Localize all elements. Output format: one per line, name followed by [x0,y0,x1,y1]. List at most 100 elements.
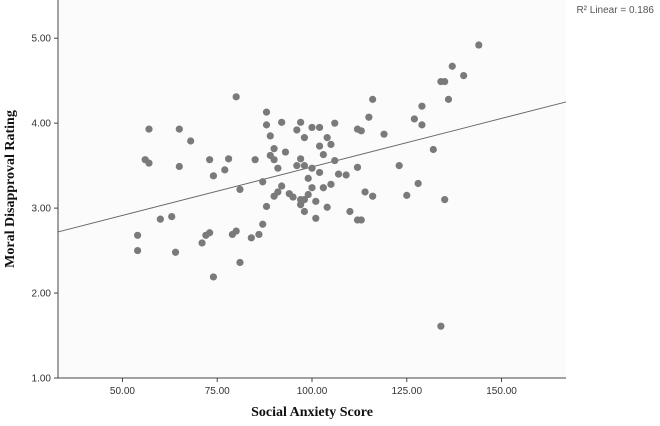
x-tick-label: 150.00 [486,386,517,397]
data-point [206,156,214,164]
data-point [300,134,309,142]
x-tick-label: 100.00 [297,386,328,397]
data-point [357,216,365,224]
data-point [414,179,422,188]
data-point [357,127,365,135]
points-layer [134,41,483,330]
data-point [300,162,309,170]
data-point [403,191,411,199]
data-point [418,102,426,110]
data-point [297,155,305,163]
data-point [221,166,229,174]
data-point [236,185,244,194]
y-axis-title: Moral Disapproval Rating [3,110,18,268]
data-point [175,125,183,133]
data-point [441,196,449,204]
data-point [380,130,388,138]
data-point [171,248,180,256]
x-axis-title: Social Anxiety Score [251,405,373,420]
data-point [429,145,437,154]
data-point [262,121,271,129]
x-tick-label: 125.00 [391,386,422,397]
data-point [460,72,468,80]
data-point [278,182,286,190]
data-point [327,140,335,149]
data-point [300,207,309,216]
data-point [331,156,339,165]
r-squared-annotation: R² Linear = 0.186 [576,5,654,16]
data-point [308,184,316,192]
data-point [304,190,312,199]
y-tick-label: 5.00 [32,34,52,45]
axis-ticks [54,37,503,382]
data-point [297,118,305,126]
data-point [418,121,426,129]
data-point [232,93,240,101]
data-point [145,159,153,167]
data-point [134,231,142,239]
y-tick-label: 4.00 [32,119,52,130]
data-point [353,163,362,171]
y-tick-labels: 1.00 2.00 3.00 4.00 5.00 [32,34,52,385]
data-point [262,202,271,211]
data-point [315,168,324,177]
data-point [145,125,153,133]
data-point [369,95,377,103]
data-point [232,227,240,235]
data-point [293,162,301,170]
data-point [312,197,320,205]
data-point [327,180,335,188]
data-point [319,150,327,159]
data-point [297,201,305,209]
data-point [475,41,483,49]
data-point [134,246,142,255]
data-point [293,126,301,134]
data-point [308,164,316,172]
data-point [300,196,309,204]
data-point [175,162,183,171]
data-point [444,95,453,103]
data-point [281,148,290,156]
data-point [278,118,286,126]
data-point [312,214,320,222]
data-point [308,123,316,132]
data-point [187,137,195,145]
data-point [236,258,244,267]
data-point [259,220,267,228]
data-point [247,234,255,242]
y-tick-label: 3.00 [32,204,52,215]
data-point [168,213,176,221]
data-point [266,132,274,140]
data-point [251,156,259,164]
data-point [270,156,278,164]
data-point [274,164,282,172]
data-point [323,134,331,142]
data-point [365,113,373,121]
x-tick-label: 75.00 [205,386,230,397]
data-point [289,193,297,201]
x-tick-labels: 50.00 75.00 100.00 125.00 150.00 [110,386,517,397]
data-point [209,273,218,281]
data-point [437,322,445,330]
data-point [331,119,339,127]
data-point [209,172,218,180]
data-point [369,192,377,200]
data-point [206,229,214,237]
data-point [346,207,354,216]
data-point [441,77,449,86]
data-point [342,171,350,179]
data-point [361,188,369,196]
x-tick-label: 50.00 [110,386,135,397]
data-point [315,142,324,150]
data-point [224,155,233,163]
y-tick-label: 2.00 [32,289,52,300]
data-point [448,62,456,70]
data-point [274,188,282,196]
data-point [259,178,267,186]
data-point [198,239,206,247]
data-point [410,115,418,123]
data-point [156,215,164,223]
data-point [270,145,278,153]
data-point [395,162,403,170]
